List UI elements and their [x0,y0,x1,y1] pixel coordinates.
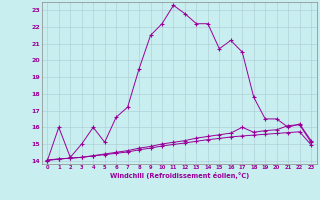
X-axis label: Windchill (Refroidissement éolien,°C): Windchill (Refroidissement éolien,°C) [109,172,249,179]
